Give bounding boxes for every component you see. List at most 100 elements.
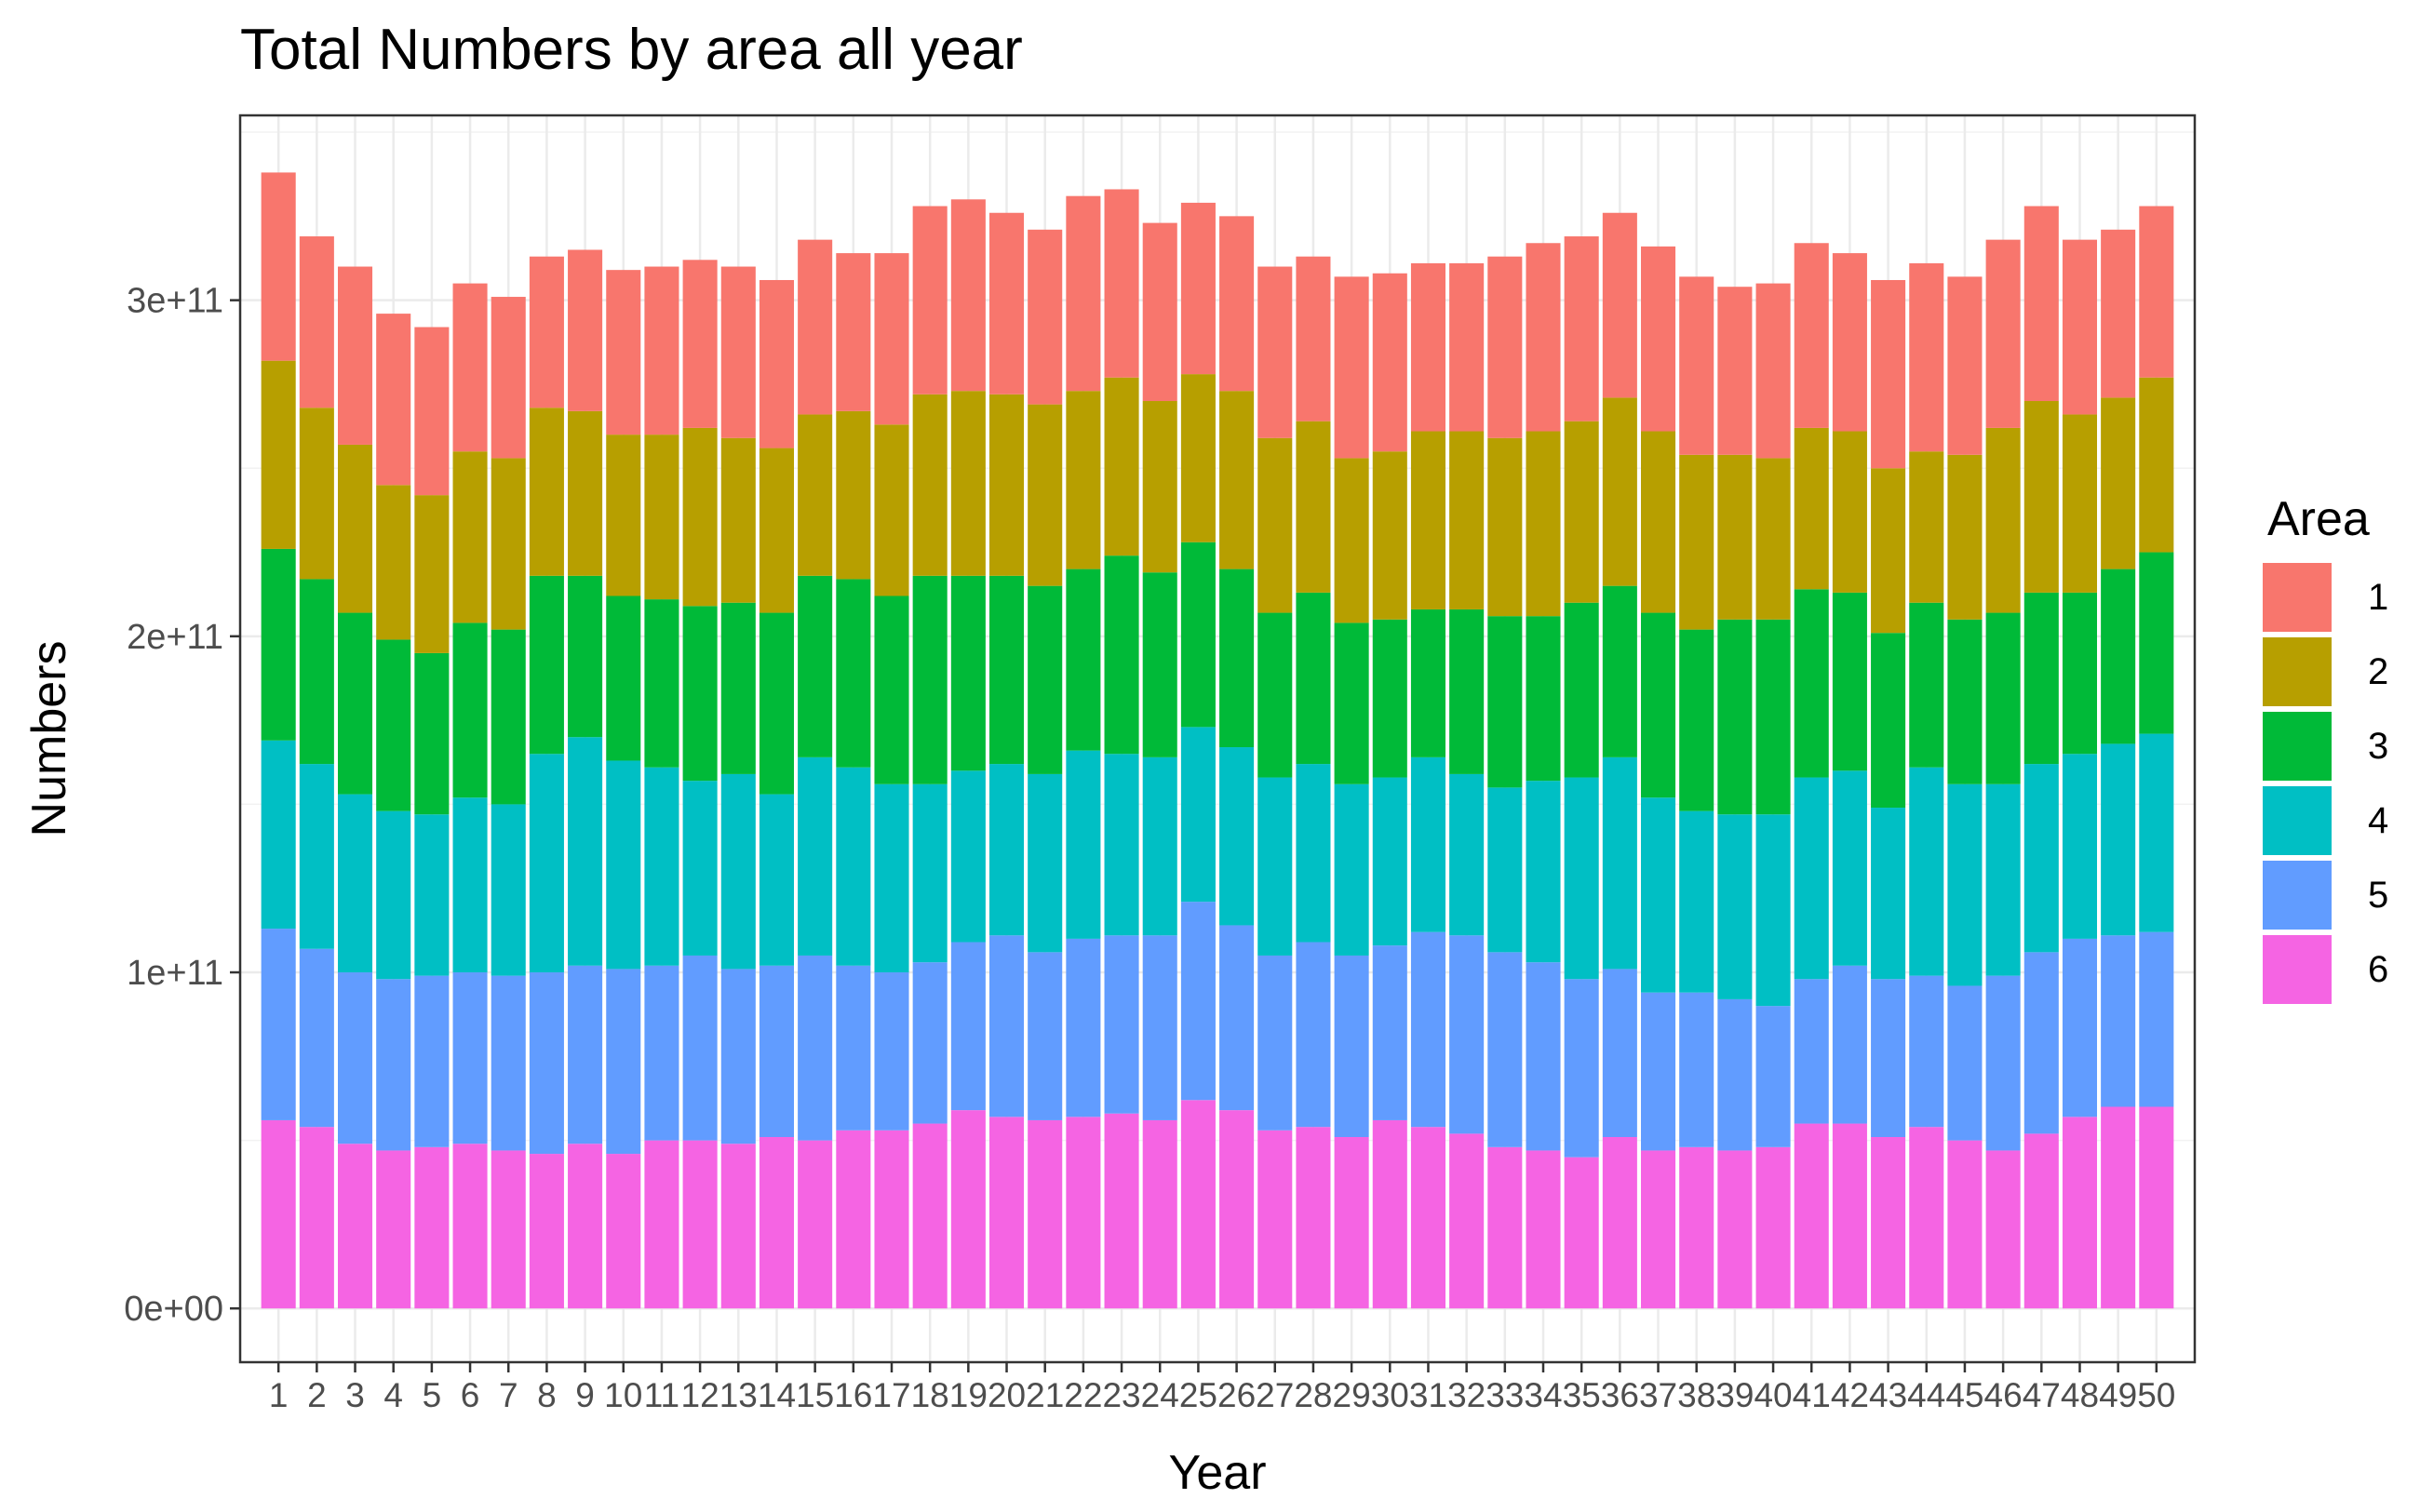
bar-stack-year-2 xyxy=(299,236,334,1309)
bar-area-3 xyxy=(1104,555,1139,755)
bar-area-1 xyxy=(836,253,871,411)
x-tick-label: 26 xyxy=(1217,1376,1256,1414)
bar-area-4 xyxy=(529,754,564,973)
x-tick-label: 46 xyxy=(1984,1376,2023,1414)
bar-stack-year-37 xyxy=(1641,246,1676,1309)
x-tick-label: 48 xyxy=(2061,1376,2099,1414)
bar-stack-year-28 xyxy=(1296,256,1331,1309)
bar-area-5 xyxy=(1641,992,1676,1151)
bar-area-5 xyxy=(1985,975,2021,1151)
bar-area-5 xyxy=(1104,935,1139,1114)
y-tick-label: 1e+11 xyxy=(127,954,223,993)
bar-area-3 xyxy=(1794,589,1829,778)
bar-area-1 xyxy=(1679,276,1714,455)
bar-area-6 xyxy=(2023,1133,2059,1309)
bar-area-3 xyxy=(491,629,526,805)
bar-area-4 xyxy=(1832,770,1867,966)
x-axis-title: Year xyxy=(1168,1446,1266,1500)
x-tick-label: 27 xyxy=(1256,1376,1294,1414)
bar-area-6 xyxy=(989,1117,1025,1309)
bar-area-2 xyxy=(759,448,794,613)
bar-area-2 xyxy=(1257,437,1293,613)
bar-area-2 xyxy=(1296,421,1331,593)
bar-area-4 xyxy=(2023,764,2059,953)
bar-stack-year-30 xyxy=(1372,273,1407,1309)
bar-area-1 xyxy=(1449,262,1485,432)
x-tick-label: 21 xyxy=(1026,1376,1064,1414)
bar-stack-year-24 xyxy=(1142,222,1177,1309)
x-tick-label: 41 xyxy=(1793,1376,1831,1414)
bar-area-2 xyxy=(606,435,641,596)
bar-area-1 xyxy=(568,249,603,411)
bar-stack-year-4 xyxy=(376,314,411,1309)
legend-items: 1 2 3 4 5 6 xyxy=(2260,560,2388,1007)
x-tick-label: 43 xyxy=(1869,1376,1907,1414)
y-tick-label: 3e+11 xyxy=(127,282,223,321)
bar-area-1 xyxy=(1602,212,1637,398)
bar-area-1 xyxy=(1296,256,1331,421)
bar-area-1 xyxy=(950,199,986,392)
bar-area-6 xyxy=(1602,1137,1637,1309)
bar-area-5 xyxy=(2139,931,2174,1107)
x-tick-label: 14 xyxy=(758,1376,796,1414)
bar-area-6 xyxy=(2101,1106,2136,1309)
bar-area-2 xyxy=(1602,397,1637,586)
bar-area-6 xyxy=(606,1154,641,1309)
bar-stack-year-26 xyxy=(1219,216,1255,1309)
bar-area-1 xyxy=(1717,287,1753,455)
y-tick-label: 0e+00 xyxy=(124,1290,223,1329)
bar-area-1 xyxy=(1334,276,1369,459)
bar-area-2 xyxy=(1985,427,2021,613)
bar-area-2 xyxy=(644,435,679,600)
bar-area-5 xyxy=(1257,955,1293,1131)
legend-item-5: 5 xyxy=(2260,858,2388,932)
bar-area-2 xyxy=(2062,414,2097,593)
bar-area-1 xyxy=(1871,279,1906,469)
bar-stack-year-5 xyxy=(414,327,450,1309)
bar-area-2 xyxy=(1372,451,1407,620)
x-tick-label: 39 xyxy=(1715,1376,1754,1414)
bar-area-4 xyxy=(798,756,833,956)
bar-stack-year-25 xyxy=(1180,202,1216,1309)
bar-area-2 xyxy=(568,410,603,576)
bar-area-4 xyxy=(720,773,756,970)
bar-stack-year-42 xyxy=(1832,253,1867,1309)
x-tick-label: 9 xyxy=(575,1376,595,1414)
bar-area-6 xyxy=(1717,1150,1753,1309)
bar-area-6 xyxy=(874,1130,909,1309)
bar-area-4 xyxy=(2101,743,2136,936)
bar-area-6 xyxy=(759,1137,794,1309)
bar-area-4 xyxy=(1641,797,1676,993)
bar-stack-year-11 xyxy=(644,266,679,1309)
bar-area-2 xyxy=(1641,431,1676,613)
bar-stack-year-9 xyxy=(568,249,603,1309)
bar-area-3 xyxy=(1564,602,1599,778)
x-tick-label: 1 xyxy=(269,1376,289,1414)
bar-area-5 xyxy=(2101,935,2136,1107)
bar-area-4 xyxy=(1410,756,1445,932)
bar-area-6 xyxy=(1909,1127,1944,1309)
bar-area-4 xyxy=(1985,783,2021,976)
bar-area-5 xyxy=(912,962,948,1124)
legend-label: 4 xyxy=(2368,799,2389,841)
bar-area-4 xyxy=(2139,733,2174,932)
bar-area-4 xyxy=(1755,814,1791,1007)
x-tick-label: 7 xyxy=(499,1376,518,1414)
bar-area-1 xyxy=(1641,246,1676,432)
legend-swatch xyxy=(2263,935,2332,1004)
bar-area-3 xyxy=(1871,633,1906,809)
bar-area-3 xyxy=(950,575,986,771)
bar-area-4 xyxy=(1257,777,1293,956)
legend-key xyxy=(2260,932,2334,1007)
bar-area-1 xyxy=(1219,216,1255,392)
legend-swatch xyxy=(2263,786,2332,855)
bar-area-3 xyxy=(720,602,756,774)
legend: Area 1 2 3 4 5 6 xyxy=(2260,491,2388,1007)
bar-area-5 xyxy=(2062,938,2097,1117)
bar-area-6 xyxy=(529,1154,564,1309)
bar-area-2 xyxy=(874,424,909,596)
bar-area-6 xyxy=(1028,1119,1063,1309)
bar-stack-year-20 xyxy=(989,212,1025,1309)
bar-stack-year-10 xyxy=(606,270,641,1309)
x-tick-label: 29 xyxy=(1333,1376,1371,1414)
